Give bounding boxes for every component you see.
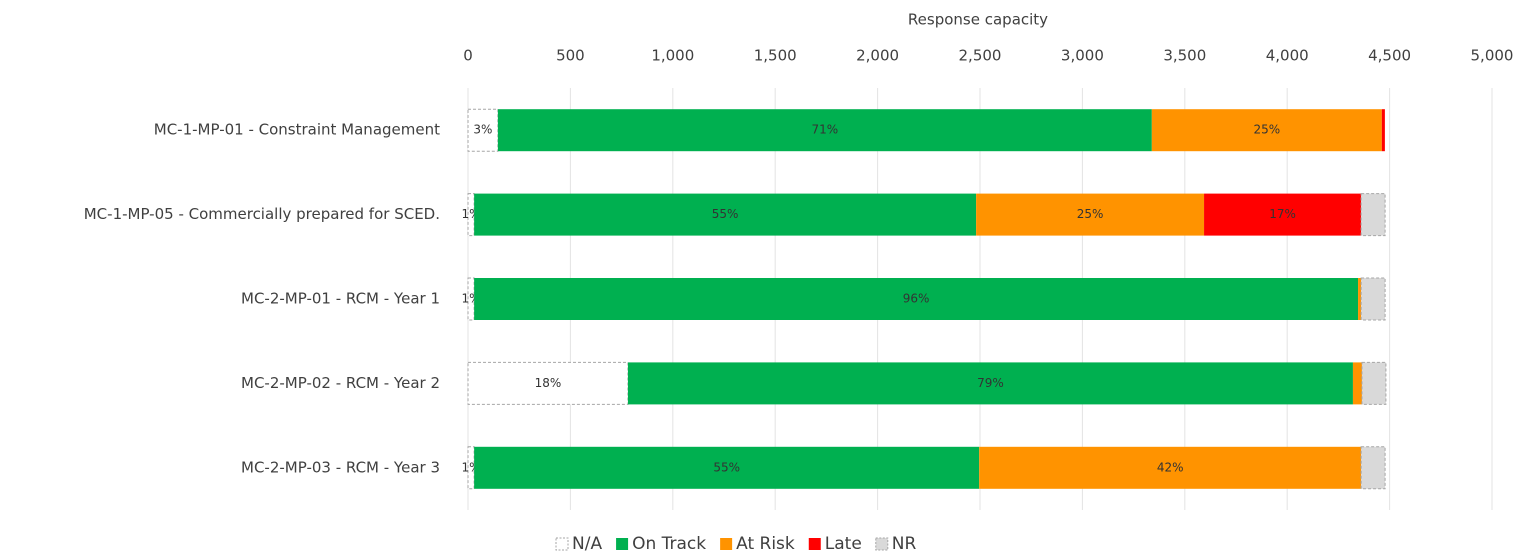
x-tick-label: 5,000 bbox=[1471, 47, 1514, 65]
data-label: 42% bbox=[1157, 460, 1184, 474]
legend-marker bbox=[808, 538, 821, 550]
bar-segment bbox=[474, 278, 1359, 320]
bar-segment bbox=[627, 362, 1353, 405]
y-tick-label: MC-2-MP-02 - RCM - Year 2 bbox=[241, 374, 440, 392]
bar-segment bbox=[474, 446, 980, 489]
bar-segment bbox=[1360, 446, 1386, 490]
data-label: 3% bbox=[473, 123, 492, 137]
x-tick-label: 2,000 bbox=[856, 47, 899, 65]
x-tick-label: 4,500 bbox=[1368, 47, 1411, 65]
bar-segment bbox=[1360, 277, 1386, 321]
data-label: 55% bbox=[712, 207, 739, 221]
bar-segment bbox=[474, 193, 977, 236]
legend-marker bbox=[616, 538, 629, 550]
legend-label: N/A bbox=[572, 534, 602, 554]
x-tick-label: 3,000 bbox=[1061, 47, 1104, 65]
bar-segment bbox=[1381, 109, 1385, 152]
legend-marker bbox=[555, 537, 569, 551]
legend-marker bbox=[875, 537, 889, 551]
y-tick-label: MC-1-MP-05 - Commercially prepared for S… bbox=[84, 205, 440, 223]
x-axis-title: Response capacity bbox=[908, 11, 1048, 29]
bar-segment bbox=[497, 109, 1152, 152]
bar-segment bbox=[979, 446, 1362, 489]
legend-marker bbox=[720, 538, 733, 550]
data-label: 18% bbox=[535, 376, 562, 390]
data-label: 55% bbox=[713, 460, 740, 474]
x-tick-label: 4,000 bbox=[1266, 47, 1309, 65]
legend-label: At Risk bbox=[736, 534, 795, 554]
data-label: 25% bbox=[1077, 207, 1104, 221]
legend-label: Late bbox=[825, 534, 862, 554]
y-tick-label: MC-2-MP-01 - RCM - Year 1 bbox=[241, 290, 440, 308]
bar-segment bbox=[1352, 362, 1362, 405]
data-label: 17% bbox=[1269, 207, 1296, 221]
bar-segment bbox=[1361, 361, 1387, 405]
bar-segment bbox=[1360, 193, 1386, 237]
bar-segment bbox=[976, 193, 1205, 236]
legend-label: On Track bbox=[632, 534, 706, 554]
data-label: 79% bbox=[977, 376, 1004, 390]
x-tick-label: 3,500 bbox=[1163, 47, 1206, 65]
legend-label: NR bbox=[892, 534, 917, 554]
bar-segment bbox=[467, 108, 499, 152]
x-tick-label: 1,500 bbox=[754, 47, 797, 65]
bar-segment bbox=[467, 361, 629, 405]
y-tick-label: MC-1-MP-01 - Constraint Management bbox=[154, 121, 440, 139]
bar-segment bbox=[1358, 278, 1362, 320]
x-tick-label: 2,500 bbox=[959, 47, 1002, 65]
bar-segment bbox=[1204, 193, 1362, 236]
data-label: 96% bbox=[903, 292, 930, 306]
x-tick-label: 0 bbox=[463, 47, 473, 65]
data-label: 71% bbox=[812, 123, 839, 137]
x-tick-label: 1,000 bbox=[651, 47, 694, 65]
y-tick-label: MC-2-MP-03 - RCM - Year 3 bbox=[241, 458, 440, 476]
x-tick-label: 500 bbox=[556, 47, 585, 65]
data-label: 25% bbox=[1253, 123, 1280, 137]
bar-segment bbox=[1151, 109, 1382, 152]
